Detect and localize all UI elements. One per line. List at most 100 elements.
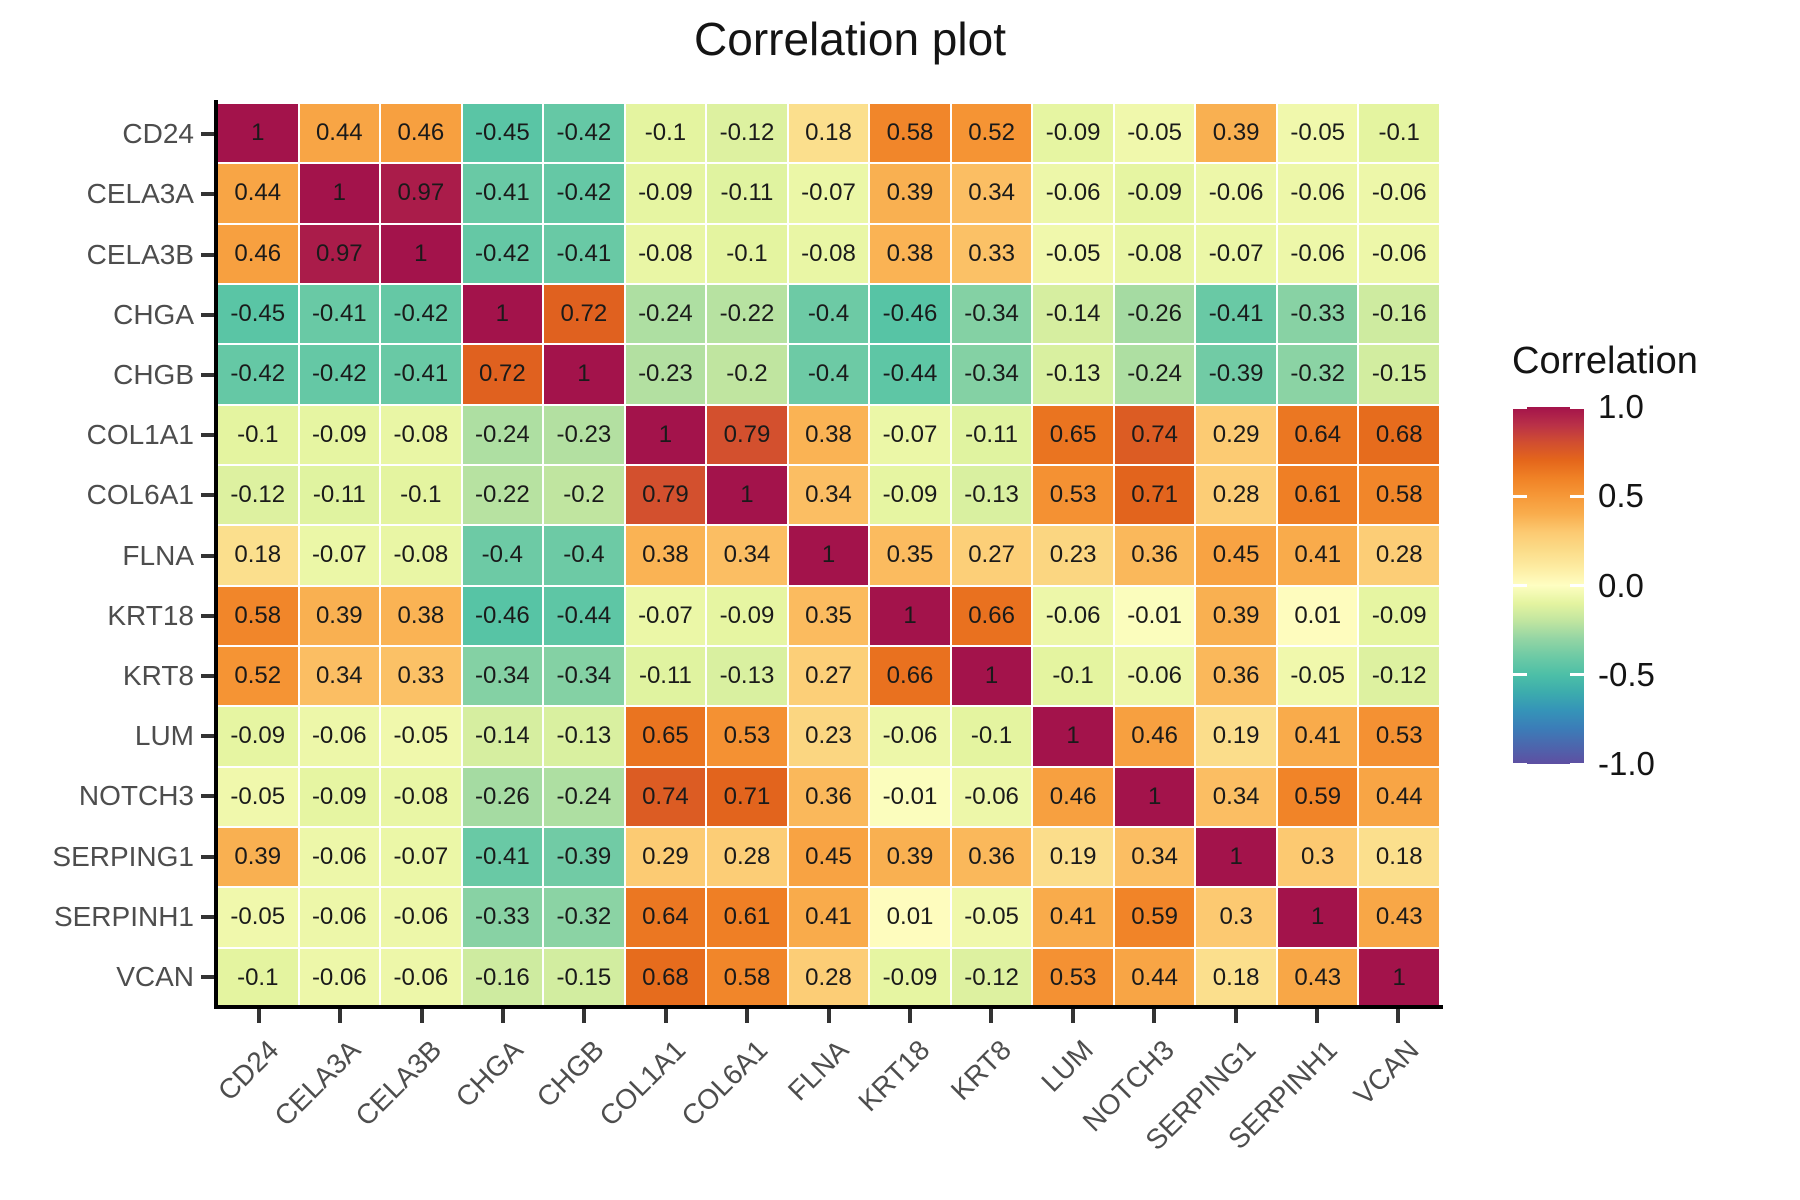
y-axis-tick: [201, 372, 214, 377]
heatmap-cell: -0.08: [788, 224, 869, 283]
heatmap-cell: 0.33: [951, 224, 1032, 283]
heatmap-cell: -0.1: [1033, 646, 1113, 706]
heatmap-cell: -0.33: [462, 888, 543, 947]
heatmap-cell: -0.23: [544, 405, 624, 464]
heatmap-cell: 1: [707, 465, 787, 525]
heatmap-cell: -0.06: [299, 948, 380, 1007]
y-axis-label: LUM: [134, 720, 194, 752]
heatmap-cell: -0.06: [1359, 164, 1439, 223]
heatmap-cell: 0.97: [299, 224, 380, 283]
heatmap-cell: -0.2: [707, 345, 787, 404]
heatmap-cell: -0.2: [544, 465, 624, 525]
heatmap-cell: -0.08: [625, 224, 706, 283]
heatmap-cell: -0.44: [544, 586, 624, 645]
heatmap-cell: -0.14: [462, 707, 543, 766]
legend-tick-label: -0.5: [1598, 655, 1655, 693]
heatmap-cell: -0.4: [462, 526, 543, 585]
heatmap-cell: -0.09: [218, 707, 298, 766]
y-axis-tick: [201, 493, 214, 498]
x-axis-tick: [500, 1009, 505, 1023]
heatmap-cell: -0.41: [462, 164, 543, 223]
heatmap-cell: 0.39: [1196, 104, 1276, 163]
heatmap-cell: 0.97: [381, 164, 461, 223]
heatmap-cell: -0.05: [951, 888, 1032, 947]
x-axis-label: FLNA: [781, 1034, 855, 1107]
heatmap-cell: 0.58: [707, 948, 787, 1007]
y-axis-tick: [201, 312, 214, 317]
legend-colorbar: [1513, 407, 1584, 764]
heatmap-cell: -0.15: [544, 948, 624, 1007]
heatmap-cell: -0.09: [625, 164, 706, 223]
heatmap-cell: -0.09: [299, 405, 380, 464]
heatmap-cell: -0.09: [299, 767, 380, 826]
heatmap-cell: -0.07: [625, 586, 706, 645]
heatmap-cell: -0.05: [1277, 646, 1358, 706]
heatmap-cell: 0.28: [707, 827, 787, 887]
heatmap-cell: 0.3: [1196, 888, 1276, 947]
heatmap-cell: -0.13: [951, 465, 1032, 525]
x-axis-tick: [1233, 1009, 1238, 1023]
heatmap-cell: 0.18: [788, 104, 869, 163]
heatmap-cell: -0.09: [1114, 164, 1195, 223]
heatmap-cell: 0.43: [1277, 948, 1358, 1007]
legend-tick-mark: [1513, 494, 1527, 498]
heatmap-cell: 0.46: [1033, 767, 1113, 826]
heatmap-cell: 0.68: [1359, 405, 1439, 464]
heatmap-cell: -0.07: [299, 526, 380, 585]
x-axis-tick: [1152, 1009, 1157, 1023]
heatmap-cell: 0.53: [707, 707, 787, 766]
heatmap-cell: 0.3: [1277, 827, 1358, 887]
heatmap-cell: 0.71: [1114, 465, 1195, 525]
heatmap-cell: 0.58: [870, 104, 950, 163]
y-axis-label: VCAN: [116, 960, 194, 992]
heatmap-cell: -0.46: [462, 586, 543, 645]
heatmap-cell: 0.19: [1033, 827, 1113, 887]
heatmap-cell: -0.13: [1033, 345, 1113, 404]
heatmap-cell: 0.43: [1359, 888, 1439, 947]
y-axis-label: NOTCH3: [78, 780, 194, 812]
heatmap-cell: -0.46: [870, 284, 950, 344]
heatmap-cell: -0.41: [1196, 284, 1276, 344]
heatmap-cell: 1: [788, 526, 869, 585]
heatmap-cell: -0.24: [1114, 345, 1195, 404]
heatmap-cell: -0.42: [218, 345, 298, 404]
heatmap-cell: 0.39: [299, 586, 380, 645]
heatmap-cell: -0.09: [870, 948, 950, 1007]
heatmap-cell: -0.34: [951, 284, 1032, 344]
y-axis-line: [214, 100, 218, 1009]
heatmap-cell: -0.06: [1359, 224, 1439, 283]
heatmap-cell: -0.05: [1277, 104, 1358, 163]
legend-tick-mark: [1513, 762, 1527, 764]
heatmap-cell: 0.29: [1196, 405, 1276, 464]
heatmap-cell: -0.42: [544, 104, 624, 163]
heatmap-cell: -0.16: [1359, 284, 1439, 344]
heatmap-cell: 0.44: [1114, 948, 1195, 1007]
heatmap-cell: -0.12: [218, 465, 298, 525]
heatmap-cell: -0.11: [299, 465, 380, 525]
y-axis-label: CHGA: [113, 298, 194, 330]
heatmap-cell: -0.24: [544, 767, 624, 826]
legend-tick-mark: [1513, 407, 1527, 409]
y-axis-tick: [201, 673, 214, 678]
heatmap-cell: -0.12: [951, 948, 1032, 1007]
heatmap-cell: -0.06: [1033, 164, 1113, 223]
x-axis-line: [214, 1005, 1443, 1009]
y-axis-label: FLNA: [122, 539, 194, 571]
heatmap-cell: -0.16: [462, 948, 543, 1007]
heatmap-cell: 0.28: [1359, 526, 1439, 585]
x-axis-label: COL1A1: [593, 1034, 692, 1132]
heatmap-cell: -0.44: [870, 345, 950, 404]
heatmap-cell: 0.18: [218, 526, 298, 585]
heatmap-cell: -0.1: [218, 948, 298, 1007]
legend-tick-mark: [1570, 673, 1584, 677]
x-axis-tick: [663, 1009, 668, 1023]
heatmap-cell: 0.58: [218, 586, 298, 645]
heatmap-cell: 1: [1114, 767, 1195, 826]
x-axis-tick: [338, 1009, 343, 1023]
y-axis-label: COL6A1: [86, 479, 194, 511]
heatmap-cell: 0.59: [1114, 888, 1195, 947]
heatmap-cell: -0.08: [381, 526, 461, 585]
heatmap-cell: -0.1: [381, 465, 461, 525]
heatmap-cell: -0.4: [544, 526, 624, 585]
y-axis-tick: [201, 132, 214, 137]
